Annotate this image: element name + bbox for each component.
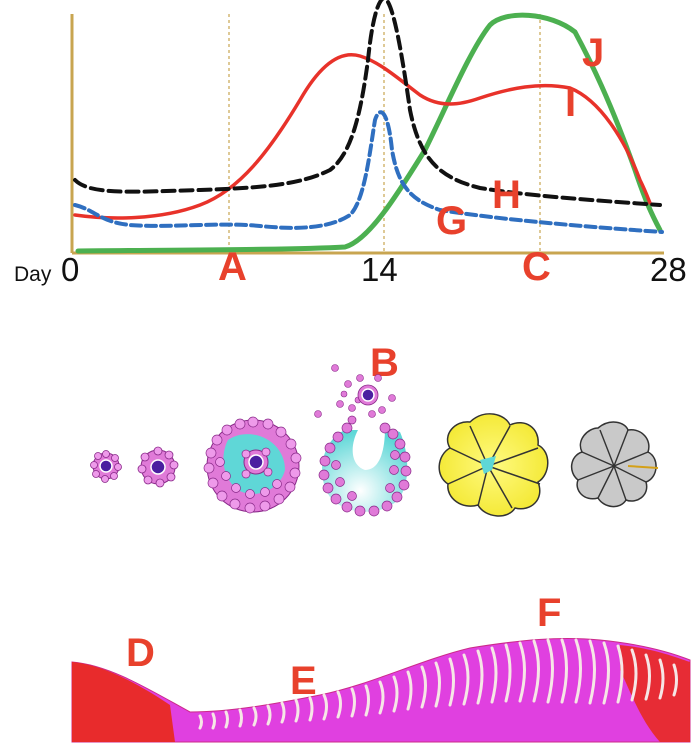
day-0-label: 0 — [61, 251, 79, 288]
day-28-label: 28 — [650, 251, 687, 288]
curve-label-i: I — [565, 81, 576, 125]
endometrial-glands — [198, 638, 678, 730]
phase-label-c: C — [522, 245, 551, 289]
endometrium: D E F — [71, 591, 691, 743]
curve-label-j: J — [582, 31, 604, 75]
corpus-luteum — [438, 413, 549, 517]
day-14-label: 14 — [361, 251, 398, 288]
endometrium-label-e: E — [290, 659, 317, 703]
endometrium-label-d: D — [126, 631, 155, 675]
ruptured-follicle — [314, 364, 412, 517]
primary-follicle — [137, 446, 179, 488]
follicle-stages — [90, 364, 659, 517]
corpus-albicans — [570, 421, 659, 508]
curve-red-solid — [73, 53, 652, 220]
endometrium-label-f: F — [537, 591, 561, 635]
curve-green-solid — [75, 12, 663, 254]
hormone-chart: Day 0 14 28 A C B G H I J — [14, 0, 687, 385]
released-oocyte — [357, 384, 379, 406]
oocyte-icon — [361, 388, 375, 402]
curve-label-g: G — [436, 199, 467, 243]
oocyte-icon — [150, 459, 166, 475]
curve-label-h: H — [492, 173, 521, 217]
curve-black-dashed — [73, 0, 662, 207]
oocyte-icon — [99, 459, 113, 473]
day-prefix-label: Day — [14, 263, 52, 286]
menses-right — [620, 645, 690, 742]
phase-label-a: A — [218, 245, 247, 289]
secondary-follicle — [203, 416, 302, 514]
curve-blue-dashed — [73, 110, 664, 234]
primordial-follicle — [90, 450, 122, 483]
menses-left — [72, 662, 175, 742]
oocyte-icon — [248, 454, 264, 470]
